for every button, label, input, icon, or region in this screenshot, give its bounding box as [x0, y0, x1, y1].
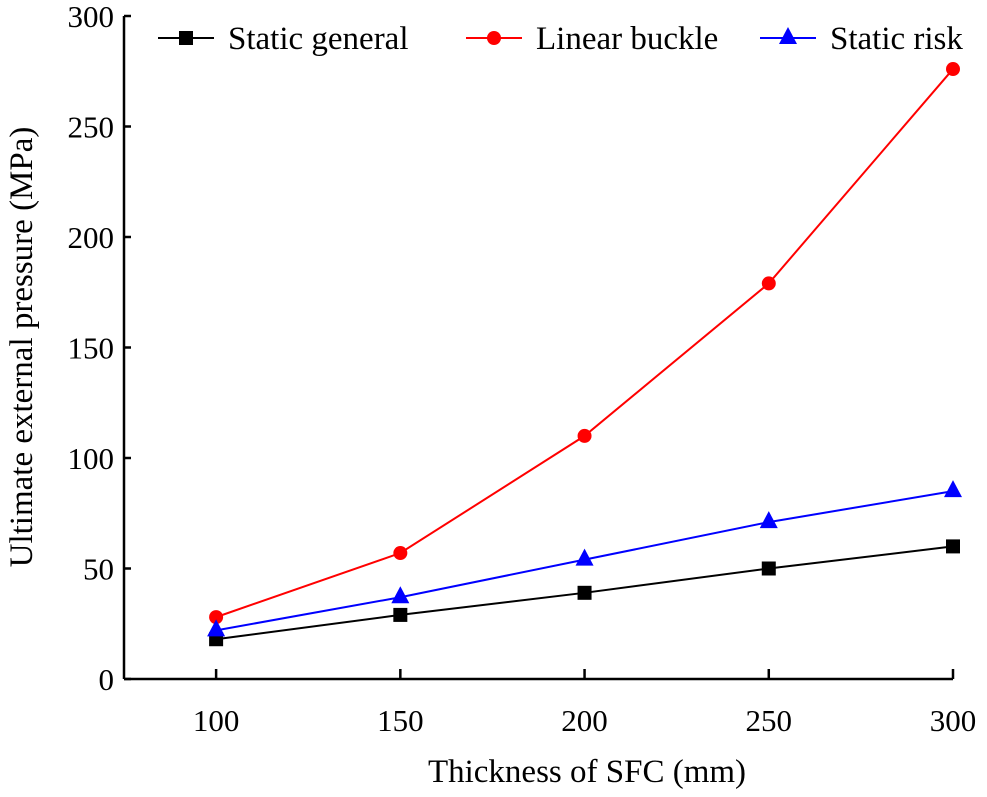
y-axis-label: Ultimate external pressure (MPa)	[4, 127, 40, 568]
data-point-linear-buckle	[946, 62, 960, 77]
data-point-static-general	[946, 539, 960, 554]
legend-label: Static general	[228, 21, 409, 57]
data-point-linear-buckle	[577, 428, 592, 443]
x-tick-label: 250	[746, 703, 793, 738]
data-point-static-general	[393, 607, 408, 622]
series-static-general	[209, 539, 960, 647]
y-tick-label: 300	[68, 0, 115, 34]
x-axis-label: Thickness of SFC (mm)	[428, 754, 746, 790]
legend-marker	[487, 31, 501, 45]
axes: 0 50 100 150 200 250 300 100 150 200 250 300	[68, 0, 977, 738]
x-tick-label: 300	[930, 703, 977, 738]
data-point-static-risk	[391, 586, 410, 604]
series-linear-buckle	[209, 62, 960, 625]
legend-item-static-risk: Static risk	[760, 21, 963, 57]
y-tick-label: 50	[83, 552, 114, 587]
data-point-static-risk	[207, 619, 226, 637]
x-tick-label: 200	[561, 703, 608, 738]
y-tick-label: 0	[99, 662, 115, 697]
legend-marker	[179, 31, 193, 45]
legend-marker	[779, 27, 797, 44]
data-point-linear-buckle	[761, 276, 776, 291]
legend-label: Linear buckle	[536, 21, 718, 57]
legend-label: Static risk	[830, 21, 963, 57]
data-point-static-risk	[759, 511, 778, 529]
data-point-static-risk	[944, 480, 962, 498]
legend-item-linear-buckle: Linear buckle	[466, 21, 718, 57]
y-tick-label: 250	[68, 110, 115, 145]
legend: Static general Linear buckle Static risk	[158, 21, 963, 57]
data-point-linear-buckle	[393, 546, 408, 561]
data-point-static-general	[761, 561, 776, 576]
x-tick-label: 150	[377, 703, 424, 738]
data-point-linear-buckle	[209, 610, 224, 625]
series-static-risk	[207, 480, 962, 637]
series-line-linear-buckle	[215, 68, 954, 619]
data-point-static-general	[577, 585, 592, 600]
series-group	[207, 62, 962, 647]
data-point-static-risk	[575, 548, 594, 566]
y-tick-label: 200	[68, 220, 115, 255]
x-tick-label: 100	[193, 703, 240, 738]
y-tick-label: 150	[68, 331, 115, 366]
legend-item-static-general: Static general	[158, 21, 409, 57]
y-tick-label: 100	[68, 441, 115, 476]
